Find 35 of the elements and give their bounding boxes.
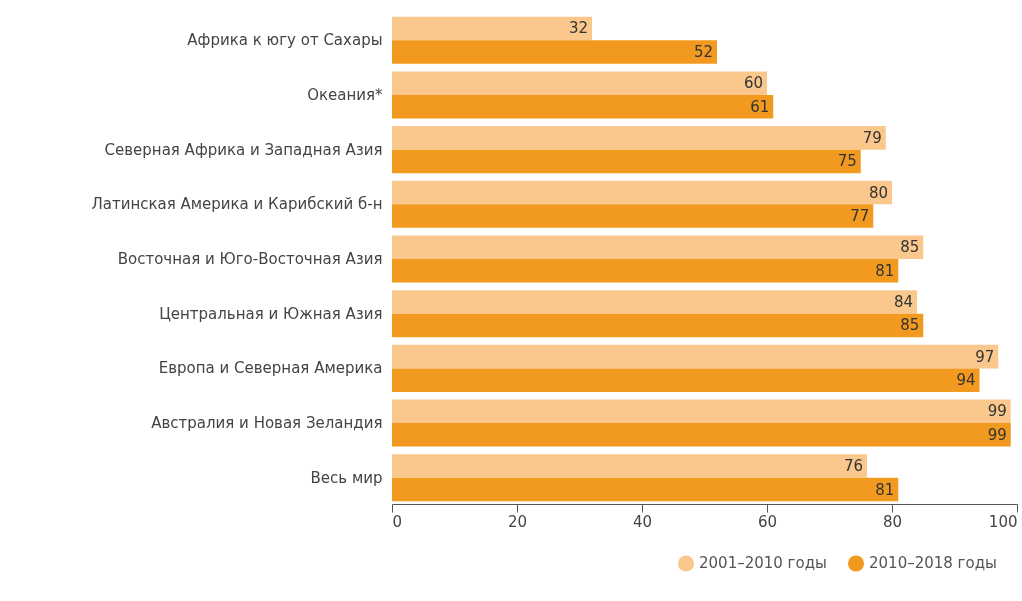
data-label: 81	[875, 261, 895, 280]
data-label: 76	[843, 456, 863, 475]
data-label: 84	[893, 292, 913, 311]
x-tick-label: 80	[882, 512, 903, 531]
y-tick-label: Европа и Северная Америка	[158, 359, 383, 378]
data-label: 99	[987, 402, 1007, 421]
data-label: 81	[875, 480, 895, 499]
legend-label: 2001–2010 годы	[699, 554, 827, 573]
y-tick-label: Латинская Америка и Карибский б-н	[91, 195, 383, 214]
x-tick-label: 60	[757, 512, 778, 531]
y-tick-label: Центральная и Южная Азия	[159, 304, 383, 323]
data-label: 85	[900, 238, 920, 257]
legend-label: 2010–2018 годы	[869, 554, 997, 573]
data-label: 99	[987, 425, 1007, 444]
y-tick-label: Африка к югу от Сахары	[187, 31, 383, 50]
y-tick-label: Океания*	[307, 85, 383, 104]
data-label: 32	[568, 19, 588, 38]
x-tick-label: 40	[632, 512, 653, 531]
data-label: 60	[743, 74, 763, 93]
data-label: 80	[868, 183, 888, 202]
data-label: 75	[837, 152, 857, 171]
data-label: 85	[900, 316, 920, 335]
y-tick-label: Восточная и Юго-Восточная Азия	[117, 250, 383, 268]
data-label: 77	[850, 207, 870, 226]
data-label: 79	[862, 128, 882, 147]
x-tick-label: 20	[507, 512, 528, 531]
y-tick-label: Австралия и Новая Зеландия	[151, 414, 383, 433]
data-label: 94	[956, 371, 976, 390]
x-tick-label: 0	[392, 512, 403, 531]
data-label: 61	[750, 97, 770, 116]
data-label: 97	[975, 347, 995, 366]
y-tick-label: Весь мир	[310, 468, 383, 487]
data-label: 52	[693, 43, 713, 62]
x-tick-label: 100	[988, 512, 1018, 531]
y-tick-label: Северная Африка и Западная Азия	[104, 140, 383, 159]
